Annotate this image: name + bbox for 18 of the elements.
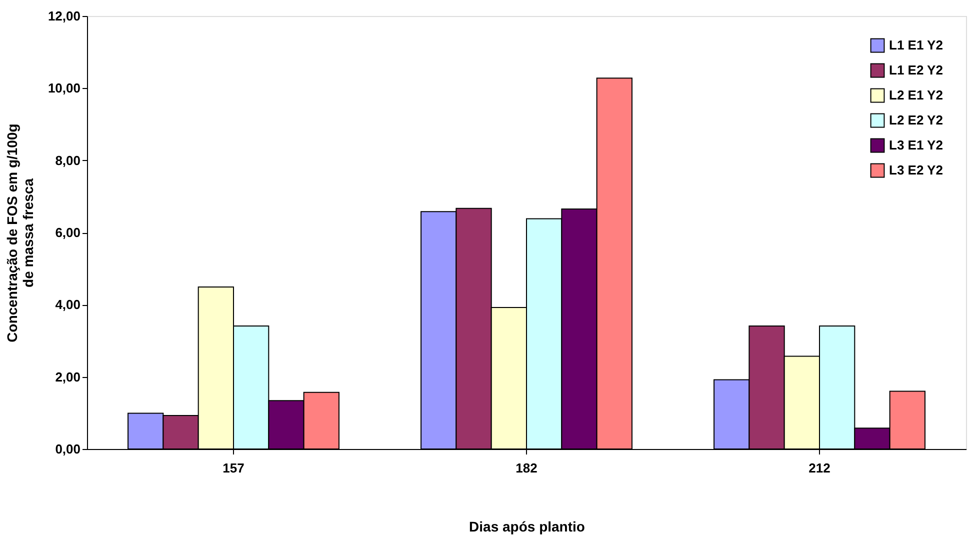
legend-label: L1 E2 Y2 [889, 62, 943, 78]
legend-label: L2 E2 Y2 [889, 112, 943, 128]
legend-label: L2 E1 Y2 [889, 88, 943, 102]
y-tick-label: 10,00 [48, 80, 80, 96]
y-tick-label: 6,00 [55, 225, 80, 240]
y-tick-label: 0,00 [55, 442, 80, 456]
x-tick-label: 212 [808, 460, 830, 476]
y-tick-label: 8,00 [55, 152, 80, 168]
legend-label: L3 E1 Y2 [889, 138, 943, 152]
x-tick-label: 157 [222, 460, 244, 476]
y-tick-label: 12,00 [48, 8, 80, 24]
x-tick-label: 182 [516, 460, 538, 476]
y-tick-label: 4,00 [55, 297, 80, 312]
y-axis-title: Concentração de FOS em g/100g de massa fresca [4, 124, 36, 342]
x-axis-title: Dias após plantio [469, 518, 585, 534]
legend-label: L3 E2 Y2 [889, 162, 943, 178]
y-tick-label: 2,00 [55, 369, 80, 384]
legend-label: L1 E1 Y2 [889, 38, 943, 52]
